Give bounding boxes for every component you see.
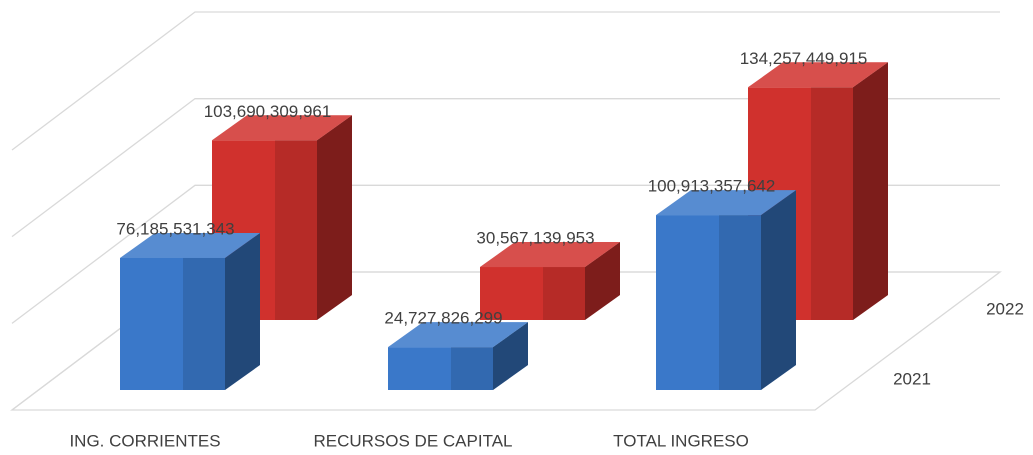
bar: [656, 190, 796, 390]
bar-front: [656, 215, 761, 390]
bar-top-shade: [480, 242, 620, 268]
data-label: 30,567,139,953: [476, 229, 594, 248]
data-label: 103,690,309,961: [204, 102, 332, 121]
bar-front: [120, 257, 225, 390]
bar-front-shade: [183, 257, 225, 390]
bar-side: [493, 322, 528, 390]
bar-front: [480, 267, 585, 320]
bar-side-shade: [761, 190, 796, 390]
bar-top: [388, 322, 528, 348]
bar-side-shade: [853, 62, 888, 321]
bar-side-shade: [225, 232, 260, 390]
bar-top: [656, 190, 796, 216]
bar-side: [585, 242, 620, 320]
bar-side: [853, 62, 888, 321]
depth-label: 2022: [986, 299, 1024, 318]
bar-side: [225, 232, 260, 390]
grid-line: [11, 184, 1000, 324]
data-label: 134,257,449,915: [740, 49, 868, 68]
grid-line: [11, 11, 1000, 151]
bar-front-shade: [719, 215, 761, 390]
bar-top: [212, 115, 352, 141]
bar-side-shade: [317, 115, 352, 320]
bar: [480, 242, 620, 320]
data-label: 24,727,826,299: [384, 309, 502, 328]
grid-line: [11, 98, 1000, 238]
bar-front-shade: [451, 347, 493, 390]
depth-label: 2021: [893, 369, 931, 388]
x-tick-label: RECURSOS DE CAPITAL: [313, 431, 512, 450]
bar-top-shade: [120, 232, 260, 258]
bar-side-shade: [585, 242, 620, 320]
bar-top-shade: [388, 322, 528, 348]
bar-front-shade: [275, 140, 317, 320]
x-tick-label: ING. CORRIENTES: [69, 431, 220, 450]
bar-top-shade: [748, 62, 888, 88]
bar-top: [480, 242, 620, 268]
bar-top-shade: [656, 190, 796, 216]
bar: [212, 115, 352, 320]
bar-front-shade: [543, 267, 585, 320]
bar-top: [748, 62, 888, 88]
data-label: 76,185,531,343: [116, 219, 234, 238]
bar: [388, 322, 528, 390]
data-label: 100,913,357,642: [648, 177, 776, 196]
x-tick-label: TOTAL INGRESO: [613, 431, 749, 450]
bar-front: [388, 347, 493, 390]
bar-top-shade: [212, 115, 352, 141]
bar-front-shade: [811, 87, 853, 321]
bar: [748, 62, 888, 321]
bar-top: [120, 232, 260, 258]
bar-side: [761, 190, 796, 390]
bar-side: [317, 115, 352, 320]
bar-side-shade: [493, 322, 528, 390]
bar: [120, 232, 260, 390]
